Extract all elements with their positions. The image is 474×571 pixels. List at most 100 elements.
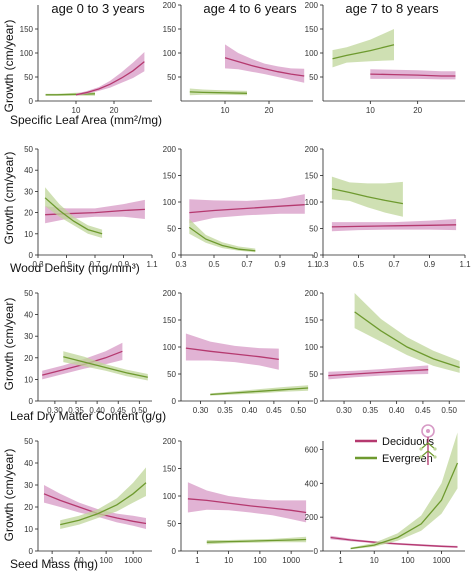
y-axis-label-row1: Growth (cm/year) <box>2 20 16 113</box>
y-tick-label: 100 <box>305 343 319 352</box>
x-tick-label: 0.40 <box>389 406 405 415</box>
confidence-band-deciduous <box>185 333 279 370</box>
legend-label-evergreen: Evergreen <box>382 453 433 465</box>
y-tick-label: 0 <box>29 547 34 556</box>
tree-icon <box>419 424 437 465</box>
series-line-deciduous <box>185 347 279 361</box>
column-title-1: age 0 to 3 years <box>51 1 145 16</box>
legend-label-deciduous: Deciduous <box>382 436 434 448</box>
series-line-evergreen <box>350 462 459 550</box>
panel-r4-c1: 0 10 20 30 40 50 1 10 100 1000 <box>24 437 152 565</box>
series-line-deciduous <box>189 204 305 214</box>
x-tick-label: 0.3 <box>317 260 329 269</box>
x-tick-label: 10 <box>370 556 379 565</box>
x-tick-label: 0.45 <box>415 406 431 415</box>
y-tick-label: 40 <box>24 166 33 175</box>
y-tick-label: 150 <box>305 25 319 34</box>
y-tick-label: 200 <box>163 1 177 10</box>
series-line-deciduous <box>224 57 305 77</box>
y-tick-label: 400 <box>305 479 319 488</box>
x-tick-label: 20 <box>265 106 274 115</box>
column-title-3: age 7 to 8 years <box>345 1 439 16</box>
panel-r3-c1: 0 10 20 30 40 50 0.30 0.35 0.40 0.45 0.50 <box>24 289 152 415</box>
x-tick-label: 0.9 <box>118 260 130 269</box>
y-tick-label: 200 <box>163 437 177 446</box>
y-tick-label: 200 <box>305 1 319 10</box>
x-tick-label: 0.45 <box>266 406 282 415</box>
series-line-evergreen <box>332 44 395 60</box>
y-tick-label: 20 <box>24 209 33 218</box>
y-tick-label: 100 <box>20 49 34 58</box>
y-tick-label: 40 <box>24 459 33 468</box>
y-tick-label: 100 <box>163 49 177 58</box>
y-tick-label: 100 <box>305 49 319 58</box>
x-axis-label-row2: Wood Density (mg/mm³) <box>10 261 140 275</box>
x-tick-label: 10 <box>72 106 81 115</box>
series-line-deciduous <box>330 536 458 548</box>
panel-r1-c1: 0 50 100 150 10 20 <box>20 5 152 115</box>
y-tick-label: 30 <box>24 481 33 490</box>
x-axis-label-row4: Seed Mass (mg) <box>10 557 98 571</box>
legend: Deciduous Evergreen <box>355 424 437 465</box>
y-tick-label: 20 <box>24 354 33 363</box>
x-tick-label: 1 <box>195 556 200 565</box>
y-tick-label: 50 <box>24 437 33 446</box>
series-line-evergreen <box>188 226 256 252</box>
y-tick-label: 50 <box>167 520 176 529</box>
y-tick-label: 30 <box>24 332 33 341</box>
x-tick-label: 0.50 <box>441 406 457 415</box>
confidence-band-deciduous <box>331 219 457 232</box>
y-tick-label: 50 <box>167 225 176 234</box>
y-tick-label: 0 <box>29 251 34 260</box>
y-axis-label-row3: Growth (cm/year) <box>2 298 16 391</box>
x-tick-label: 0.35 <box>363 406 379 415</box>
x-tick-label: 0.3 <box>32 260 44 269</box>
x-tick-label: 1.1 <box>307 260 319 269</box>
y-tick-label: 150 <box>163 172 177 181</box>
confidence-band-deciduous <box>44 485 146 529</box>
y-tick-label: 10 <box>24 375 33 384</box>
x-tick-label: 0.9 <box>274 260 286 269</box>
y-tick-label: 100 <box>163 343 177 352</box>
confidence-band-evergreen <box>45 187 103 238</box>
confidence-band-evergreen <box>350 432 458 550</box>
column-title-2: age 4 to 6 years <box>203 1 297 16</box>
x-axis-label-row3: Leaf Dry Matter Content (g/g) <box>10 409 166 423</box>
y-tick-label: 200 <box>163 145 177 154</box>
series-line-evergreen <box>331 188 404 205</box>
x-tick-label: 0.5 <box>61 260 73 269</box>
x-tick-label: 0.50 <box>291 406 307 415</box>
x-tick-label: 1.1 <box>146 260 158 269</box>
series-line-deciduous <box>75 61 145 96</box>
y-tick-label: 50 <box>24 73 33 82</box>
y-tick-label: 50 <box>309 225 318 234</box>
panel-r2-c1: 0 10 20 30 40 50 0.3 0.5 0.7 0.9 1.1 <box>24 145 158 269</box>
y-tick-label: 40 <box>24 311 33 320</box>
x-tick-label: 0.35 <box>217 406 233 415</box>
x-tick-label: 0.40 <box>89 406 105 415</box>
confidence-band-evergreen <box>332 29 394 68</box>
x-tick-label: 0.50 <box>132 406 148 415</box>
x-tick-label: 1 <box>338 556 343 565</box>
y-tick-label: 200 <box>305 289 319 298</box>
x-tick-label: 0.5 <box>353 260 365 269</box>
y-tick-label: 50 <box>24 289 33 298</box>
y-tick-label: 0 <box>172 251 177 260</box>
x-tick-label: 1.1 <box>459 260 471 269</box>
y-tick-label: 150 <box>305 316 319 325</box>
series-line-evergreen <box>44 197 103 235</box>
confidence-band-evergreen <box>354 293 460 373</box>
x-tick-label: 0.30 <box>193 406 209 415</box>
x-tick-label: 10 <box>75 556 84 565</box>
y-tick-label: 150 <box>20 25 34 34</box>
x-tick-label: 1000 <box>282 556 300 565</box>
series-line-evergreen <box>354 311 460 369</box>
series-line-deciduous <box>187 498 307 514</box>
series-line-evergreen <box>189 91 248 94</box>
confidence-band-evergreen <box>189 219 256 253</box>
x-tick-label: 20 <box>413 106 422 115</box>
panel-r2-c3: 0 50 100 150 200 0.3 0.5 0.7 0.9 1.1 <box>305 145 471 269</box>
y-tick-label: 200 <box>305 513 319 522</box>
series-line-deciduous <box>370 73 456 77</box>
